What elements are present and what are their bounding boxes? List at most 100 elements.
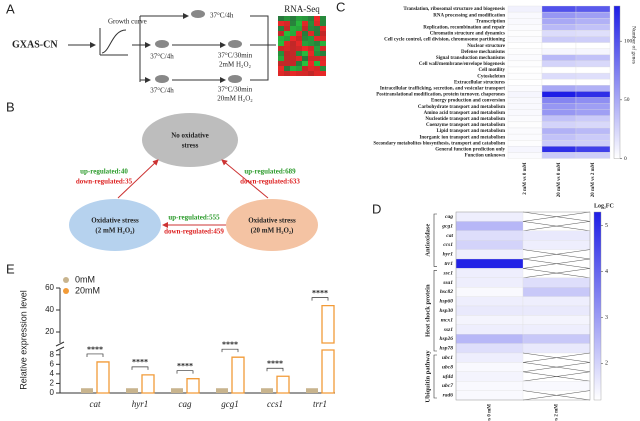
- icon-cell: [296, 31, 302, 36]
- heat-cell: [575, 79, 611, 86]
- heat-cell: [455, 221, 524, 231]
- heat-cell: [541, 85, 577, 92]
- gene-label: hsp26: [440, 336, 454, 342]
- missing-cell: [522, 362, 591, 373]
- missing-cell: [522, 390, 591, 401]
- step: 37°C/4h: [150, 87, 174, 95]
- icon-cell: [296, 71, 302, 76]
- icon-cell: [296, 21, 302, 26]
- icon-cell: [314, 26, 320, 31]
- icon-cell: [320, 56, 326, 61]
- icon-cell: [302, 61, 308, 66]
- heat-cell: [455, 230, 524, 241]
- icon-cell: [314, 36, 320, 41]
- edge-down: down-regulated:459: [164, 228, 224, 236]
- step: 37°C/4h: [150, 53, 174, 61]
- row-label: Inorganic ion transport and metabolism: [419, 135, 505, 140]
- heat-cell: [575, 24, 611, 31]
- icon-cell: [278, 21, 284, 26]
- merge: [250, 15, 276, 81]
- icon-cell: [308, 61, 314, 66]
- heat-cell: [455, 343, 524, 354]
- row-label: Carbohydrate transport and metabolism: [418, 105, 506, 110]
- heat-cell: [455, 249, 524, 260]
- icon-cell: [284, 16, 290, 21]
- colorbar-label: 3: [605, 315, 608, 321]
- legend-marker: [63, 277, 69, 283]
- colorbar-label: 100: [624, 38, 633, 44]
- row-label: Amino acid transport and metabolism: [424, 111, 506, 116]
- icon-cell: [302, 31, 308, 36]
- heat-cell: [455, 287, 524, 297]
- y-tick-label: 60: [45, 283, 54, 292]
- step: 37°C/30min: [218, 52, 253, 60]
- panel-a: A GXAS-CN Growth curve 37°C/4h 37°C/4h 3…: [6, 1, 326, 103]
- bar: [321, 304, 335, 394]
- heat-cell: [507, 60, 543, 68]
- icon-cell: [296, 56, 302, 61]
- panel-label: C: [336, 0, 345, 14]
- heat-cell: [507, 103, 543, 110]
- heat-cell: [507, 115, 543, 123]
- x-tick-label: ccs1: [267, 399, 283, 409]
- heat-cell: [575, 42, 611, 49]
- icon-cell: [296, 46, 302, 51]
- heat-cell: [507, 36, 543, 43]
- sig-bracket: [221, 348, 239, 353]
- icon-cell: [314, 66, 320, 71]
- row-label: Coenzyme transport and metabolism: [426, 123, 506, 128]
- heat-cell: [575, 91, 611, 98]
- y-tick-label: 4: [50, 369, 55, 378]
- node: [142, 113, 238, 167]
- missing-cell: [522, 249, 591, 260]
- sig-label: ****: [222, 340, 238, 349]
- heat-cell: [575, 146, 611, 153]
- heat-cell: [507, 11, 543, 19]
- heat-cell: [541, 115, 577, 123]
- flask: [228, 75, 242, 83]
- missing-cell: [522, 258, 591, 269]
- step: 20mM H₂O₂: [217, 95, 253, 103]
- icon-cell: [278, 46, 284, 51]
- icon-cell: [284, 41, 290, 46]
- icon-cell: [308, 36, 314, 41]
- group-bracket: [433, 354, 437, 399]
- icon-cell: [278, 71, 284, 76]
- x-tick-label: cat: [90, 399, 101, 409]
- x-tick-label: hyr1: [132, 399, 149, 409]
- y-axis-label: Relative expression level: [18, 290, 28, 390]
- heat-cell: [575, 48, 611, 55]
- row-label: RNA processing and modification: [433, 13, 505, 18]
- row-label: Nucleotide transport and metabolism: [425, 117, 505, 122]
- step: 2mM H₂O₂: [219, 61, 251, 69]
- icon-cell: [284, 31, 290, 36]
- bar: [306, 388, 318, 393]
- node: [226, 199, 318, 251]
- icon-cell: [278, 36, 284, 41]
- icon-cell: [284, 26, 290, 31]
- heat-cell: [507, 97, 543, 104]
- row-label: Extracellular structures: [454, 80, 505, 85]
- icon-cell: [302, 16, 308, 21]
- heat-cell: [522, 334, 591, 344]
- row-label: Intracellular trafficking, secretion, an…: [380, 86, 505, 91]
- heat-cell: [522, 324, 591, 335]
- heat-cell: [507, 79, 543, 86]
- gene-label: ssa1: [442, 280, 453, 286]
- heat-cell: [541, 97, 577, 104]
- node-label: Oxidative stress: [248, 217, 296, 225]
- panel-b: B No oxidative stress Oxidative stress (…: [6, 99, 318, 251]
- axis-break: [55, 341, 65, 352]
- icon-cell: [296, 36, 302, 41]
- step: 37°C/4h: [210, 12, 234, 20]
- growth-icon: [99, 28, 128, 56]
- sig-bracket: [311, 297, 329, 301]
- heat-cell: [507, 42, 543, 49]
- heat-cell: [541, 79, 577, 86]
- icon-cell: [320, 71, 326, 76]
- y-tick-label: 2: [50, 379, 55, 388]
- gene-label: hsp30: [440, 308, 454, 314]
- heat-cell: [541, 30, 577, 37]
- heat-cell: [522, 381, 591, 391]
- icon-cell: [296, 51, 302, 56]
